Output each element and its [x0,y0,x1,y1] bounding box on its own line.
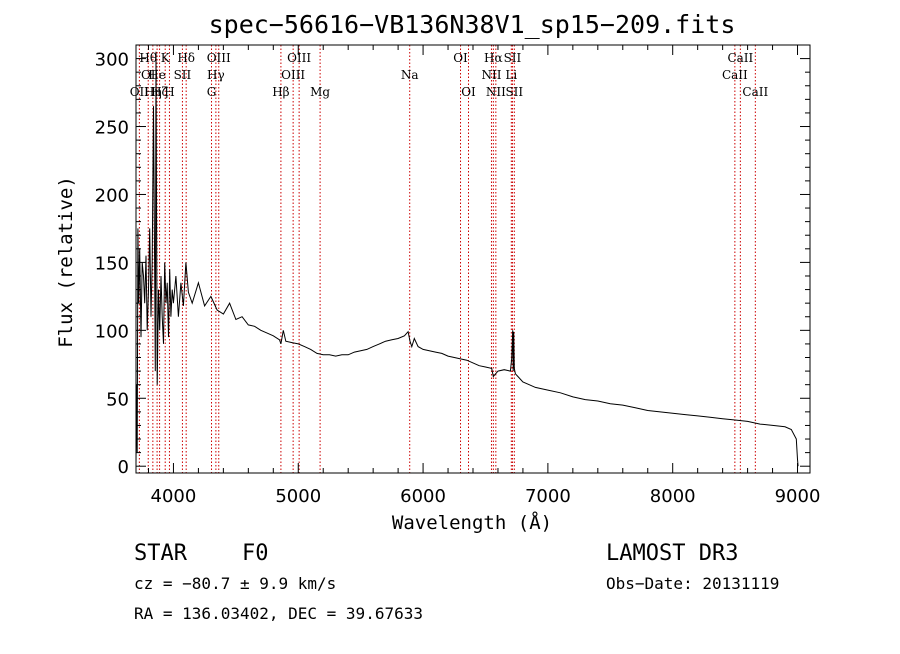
x-tick-label: 9000 [775,486,821,507]
line-label: Hη [144,85,162,99]
y-tick-label: 100 [95,321,129,342]
line-label: H [164,85,174,99]
x-axis-label: Wavelength (Å) [392,511,552,534]
line-label: OI [141,68,156,82]
line-label: CaII [727,51,753,65]
x-tick-label: 8000 [650,486,696,507]
line-label: CaII [742,85,768,99]
emission-line-labels: OIIHθOIHηHeHζKHSIIHδGHγOIIIHβOIIIOIIIMgN… [130,51,769,99]
observation-date: Obs−Date: 20131119 [606,574,779,593]
line-label: OII [130,85,150,99]
x-tick-label: 4000 [151,486,197,507]
line-label: SII [174,68,192,82]
x-tick-label: 7000 [525,486,571,507]
line-label: K [161,51,171,65]
y-axis-label: Flux (relative) [55,176,77,348]
line-label: G [207,85,217,99]
line-label: NII [481,68,501,82]
line-label: Hβ [272,85,289,99]
y-axis: 0 50 100 150 200 250 300 [95,50,810,478]
line-label: Na [401,68,419,82]
object-class: STAR [134,541,188,566]
line-label: CaII [722,68,748,82]
line-label: Mg [310,85,330,99]
y-tick-label: 50 [106,389,129,410]
line-label: OIII [281,68,305,82]
line-label: Li [505,68,517,82]
line-label: OIII [287,51,311,65]
y-tick-label: 0 [118,457,129,478]
line-label: OI [461,85,476,99]
emission-line-markers [138,45,756,473]
sky-coordinates: RA = 136.03402, DEC = 39.67633 [134,604,423,623]
x-tick-label: 5000 [275,486,321,507]
line-label: SII [504,51,522,65]
survey-name: LAMOST DR3 [606,541,738,566]
y-tick-label: 150 [95,253,129,274]
x-axis: 4000 5000 6000 7000 8000 9000 [147,45,821,507]
object-subclass: F0 [242,541,269,566]
x-tick-label: 6000 [400,486,446,507]
line-label: OIII [207,51,231,65]
line-label: SII [505,85,523,99]
line-label: He [148,68,166,82]
line-label: Hθ [139,51,157,65]
line-label: OI [453,51,468,65]
y-tick-label: 250 [95,118,129,139]
line-label: Hα [484,51,503,65]
line-label: Hγ [207,68,225,82]
spectrum-series-line [135,51,799,467]
y-tick-label: 300 [95,50,129,71]
y-tick-label: 200 [95,185,129,206]
redshift-value: cz = −80.7 ± 9.9 km/s [134,574,336,593]
plot-frame [135,44,811,474]
chart-title: spec−56616−VB136N38V1_sp15−209.fits [209,10,736,39]
line-label: Hδ [177,51,195,65]
line-label: NII [486,85,506,99]
